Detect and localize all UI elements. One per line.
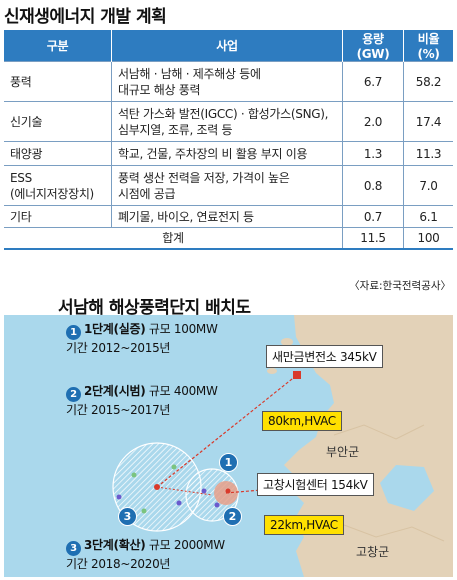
map-title: 서남해 해상풍력단지 배치도 [58,298,251,318]
row-ratio: 6.1 [403,205,453,228]
row-category: 신기술 [4,101,112,142]
table-row: 풍력 서남해 · 남해 · 제주해상 등에 대규모 해상 풍력 6.7 58.2 [4,61,453,102]
row-ratio: 11.3 [403,141,453,166]
project-line: 심부지열, 조류, 조력 등 [118,122,233,137]
hvac-80km-label: 80km,HVAC [262,411,342,431]
project-line: 풍력 생산 전력을 저장, 가격이 높은 [118,170,290,185]
coastline-land [284,315,453,577]
page-title: 신재생에너지 개발 계획 [4,7,167,27]
header-project: 사업 [111,30,343,62]
road [343,524,445,542]
project-line: 학교, 건물, 주차장의 비 활용 부지 이용 [118,146,308,161]
header-capacity: 용량(GW) [342,30,404,62]
row-project: 풍력 생산 전력을 저장, 가격이 높은 시점에 공급 [111,165,343,206]
bay [380,465,434,511]
phase-2-info: 2 2단계(시범) 규모 400MW 기간 2015~2017년 [66,383,218,419]
header-ratio: 비율(%) [403,30,453,62]
phase-1-period: 기간 2012~2015년 [66,341,171,355]
substation-label: 새만금변전소 345kV [266,345,383,368]
table-row: 태양광 학교, 건물, 주차장의 비 활용 부지 이용 1.3 11.3 [4,141,453,166]
total-label: 합계 [4,227,343,250]
map-phase-2-badge: 2 [223,507,242,526]
total-ratio: 100 [403,227,453,250]
phase-3-info: 3 3단계(확산) 규모 2000MW 기간 2018~2020년 [66,537,225,573]
row-capacity: 0.7 [342,205,404,228]
row-category: 기타 [4,205,112,228]
phase-1-scale: 규모 100MW [148,322,218,336]
turbine-dot [225,488,231,494]
map-phase-3-badge: 3 [118,507,137,526]
table-row: ESS (에너지저장장치) 풍력 생산 전력을 저장, 가격이 높은 시점에 공… [4,165,453,206]
project-line: 폐기물, 바이오, 연료전지 등 [118,209,254,224]
map-phase-1-badge: 1 [219,453,238,472]
gochang-county-label: 고창군 [356,545,390,559]
island [281,338,293,346]
turbine-dot [176,500,182,506]
row-capacity: 6.7 [342,61,404,102]
phase-1-info: 1 1단계(실증) 규모 100MW 기간 2012~2015년 [66,321,218,357]
project-line: 대규모 해상 풍력 [118,82,201,97]
project-line: 서남해 · 남해 · 제주해상 등에 [118,66,261,81]
row-project: 서남해 · 남해 · 제주해상 등에 대규모 해상 풍력 [111,61,343,102]
table-row: 기타 폐기물, 바이오, 연료전지 등 0.7 6.1 [4,205,453,228]
phase-3-period: 기간 2018~2020년 [66,557,171,571]
turbine-dot [214,502,220,508]
phase-1-name: 1단계(실증) [84,322,146,336]
source-note: 〈자료:한국전력공사〉 [349,280,451,292]
turbine-dot [131,472,137,478]
table-total-row: 합계 11.5 100 [4,227,453,250]
table-header-row: 구분 사업 용량(GW) 비율(%) [4,30,453,62]
row-project: 폐기물, 바이오, 연료전지 등 [111,205,343,228]
wind-farm-map: 1 1단계(실증) 규모 100MW 기간 2012~2015년 2 2단계(시범)… [4,315,453,577]
row-capacity: 2.0 [342,101,404,142]
phase-1-badge: 1 [66,325,81,340]
row-project: 학교, 건물, 주차장의 비 활용 부지 이용 [111,141,343,166]
phase-2-scale: 규모 400MW [148,384,218,398]
turbine-dot [201,488,207,494]
project-line: 시점에 공급 [118,186,176,201]
phase-2-badge: 2 [66,387,81,402]
row-category: 태양광 [4,141,112,166]
test-center-label: 고창시험센터 154kV [257,473,374,496]
row-capacity: 0.8 [342,165,404,206]
row-ratio: 17.4 [403,101,453,142]
row-category: ESS (에너지저장장치) [4,165,112,206]
island [267,368,277,374]
row-capacity: 1.3 [342,141,404,166]
turbine-dot [116,494,122,500]
category-sub: (에너지저장장치) [10,186,94,201]
turbine-dot [141,508,147,514]
table-row: 신기술 석탄 가스화 발전(IGCC) · 합성가스(SNG), 심부지열, 조… [4,101,453,142]
phase-2-period: 기간 2015~2017년 [66,403,171,417]
category-main: ESS [10,170,32,185]
link-internal [156,486,213,496]
header-category: 구분 [4,30,112,62]
total-capacity: 11.5 [342,227,404,250]
plan-table-container: 구분 사업 용량(GW) 비율(%) 풍력 서남해 · 남해 · 제주해상 등에… [4,30,453,250]
row-category: 풍력 [4,61,112,102]
phase-3-name: 3단계(확산) [84,538,146,552]
road [333,424,425,440]
row-ratio: 58.2 [403,61,453,102]
map-graphic [112,315,453,577]
turbine-dot [171,464,177,470]
row-ratio: 7.0 [403,165,453,206]
buan-county-label: 부안군 [326,445,360,459]
turbine-dot [154,484,160,490]
hvac-22km-label: 22km,HVAC [264,515,344,535]
phase-3-badge: 3 [66,541,81,556]
substation-marker [293,371,301,379]
phase-3-scale: 규모 2000MW [148,538,225,552]
renewable-plan-table: 구분 사업 용량(GW) 비율(%) 풍력 서남해 · 남해 · 제주해상 등에… [4,30,453,250]
phase-2-name: 2단계(시범) [84,384,146,398]
project-line: 석탄 가스화 발전(IGCC) · 합성가스(SNG), [118,106,329,121]
row-project: 석탄 가스화 발전(IGCC) · 합성가스(SNG), 심부지열, 조류, 조… [111,101,343,142]
